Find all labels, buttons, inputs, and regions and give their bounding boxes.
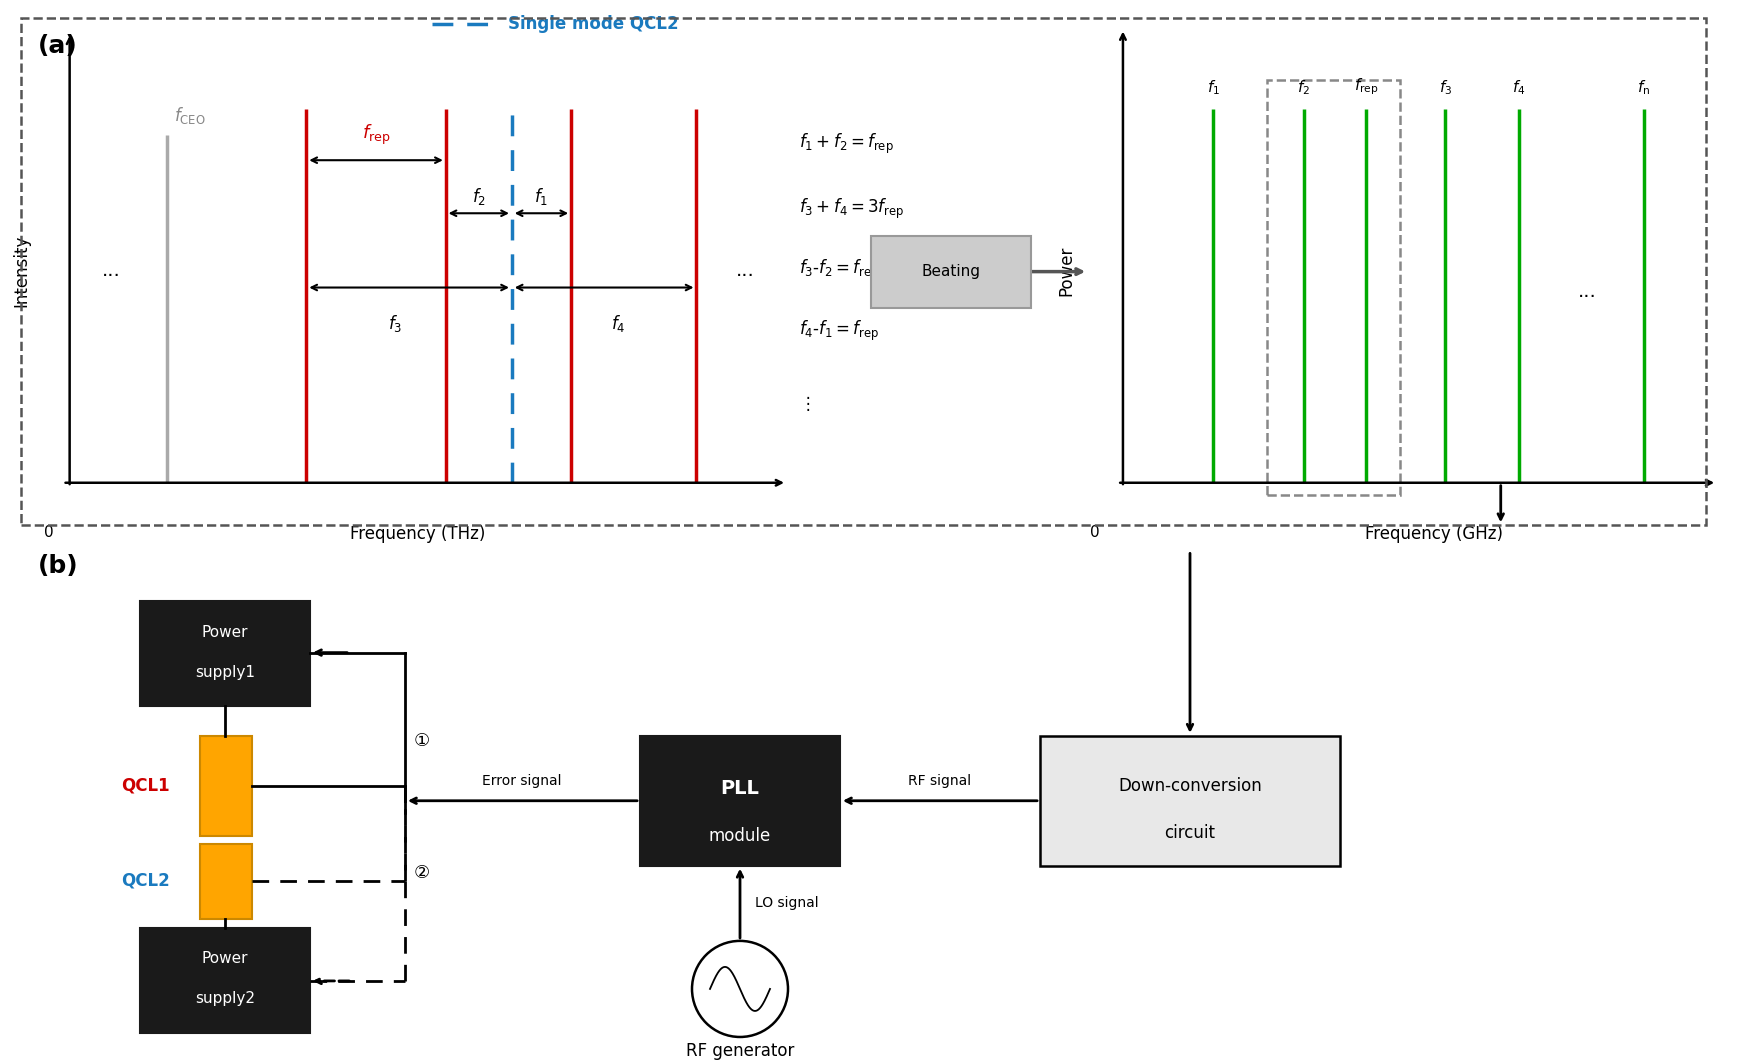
Text: module: module xyxy=(709,827,771,845)
Text: LO signal: LO signal xyxy=(756,895,818,910)
Text: $f_2$: $f_2$ xyxy=(1297,77,1311,97)
Text: PLL: PLL xyxy=(721,779,759,798)
Text: Power: Power xyxy=(1057,245,1076,296)
Text: ...: ... xyxy=(103,261,120,280)
Text: 0: 0 xyxy=(1090,525,1100,540)
Text: circuit: circuit xyxy=(1165,823,1215,841)
Text: $f_{\rm n}$: $f_{\rm n}$ xyxy=(1637,77,1650,97)
Text: (b): (b) xyxy=(38,554,78,578)
Text: $f_1$: $f_1$ xyxy=(1207,77,1220,97)
Text: $f_4\text{-}f_1=f_{\rm rep}$: $f_4\text{-}f_1=f_{\rm rep}$ xyxy=(799,318,879,343)
FancyBboxPatch shape xyxy=(1039,735,1341,866)
Text: $f_3+f_4=3f_{\rm rep}$: $f_3+f_4=3f_{\rm rep}$ xyxy=(799,196,904,221)
Text: Single mode QCL2: Single mode QCL2 xyxy=(508,16,679,33)
FancyBboxPatch shape xyxy=(200,843,252,919)
Text: ...: ... xyxy=(1577,282,1596,301)
Text: $f_4$: $f_4$ xyxy=(1513,77,1525,97)
Text: ...: ... xyxy=(736,261,754,280)
Text: $\vdots$: $\vdots$ xyxy=(799,394,810,413)
Text: supply1: supply1 xyxy=(195,665,254,680)
Text: $f_3\text{-}f_2=f_{\rm rep}$: $f_3\text{-}f_2=f_{\rm rep}$ xyxy=(799,258,879,282)
Text: ①: ① xyxy=(414,732,430,750)
Text: $f_4$: $f_4$ xyxy=(611,313,625,334)
Text: 0: 0 xyxy=(44,525,54,540)
FancyBboxPatch shape xyxy=(139,601,310,706)
Text: $f_2$: $f_2$ xyxy=(472,186,486,207)
Text: ②: ② xyxy=(414,864,430,882)
FancyBboxPatch shape xyxy=(641,735,839,866)
Text: Power: Power xyxy=(202,625,249,640)
Text: RF signal: RF signal xyxy=(909,773,971,787)
Text: QCL2: QCL2 xyxy=(120,872,169,890)
Text: $f_3$: $f_3$ xyxy=(1438,77,1452,97)
Text: supply2: supply2 xyxy=(195,991,254,1007)
Text: QCL1: QCL1 xyxy=(120,777,169,795)
FancyBboxPatch shape xyxy=(200,735,252,836)
Text: Beating: Beating xyxy=(921,264,980,279)
Text: $f_{\rm CEO}$: $f_{\rm CEO}$ xyxy=(174,105,205,126)
Text: Frequency (GHz): Frequency (GHz) xyxy=(1365,525,1502,543)
FancyBboxPatch shape xyxy=(139,928,310,1033)
Text: $f_{\rm rep}$: $f_{\rm rep}$ xyxy=(1354,76,1379,97)
Text: (a): (a) xyxy=(38,34,78,58)
Text: Frequency (THz): Frequency (THz) xyxy=(350,525,486,543)
Text: Power: Power xyxy=(202,952,249,967)
Text: $f_{\rm rep}$: $f_{\rm rep}$ xyxy=(362,123,390,147)
Circle shape xyxy=(691,941,789,1037)
Text: Down-conversion: Down-conversion xyxy=(1118,777,1262,795)
Text: $f_3$: $f_3$ xyxy=(388,313,402,334)
FancyBboxPatch shape xyxy=(870,236,1031,308)
Text: $f_1+f_2=f_{\rm rep}$: $f_1+f_2=f_{\rm rep}$ xyxy=(799,132,893,156)
Text: Intensity: Intensity xyxy=(12,234,30,307)
Text: Error signal: Error signal xyxy=(482,773,562,787)
Text: $f_1$: $f_1$ xyxy=(534,186,548,207)
Text: RF generator: RF generator xyxy=(686,1042,794,1060)
